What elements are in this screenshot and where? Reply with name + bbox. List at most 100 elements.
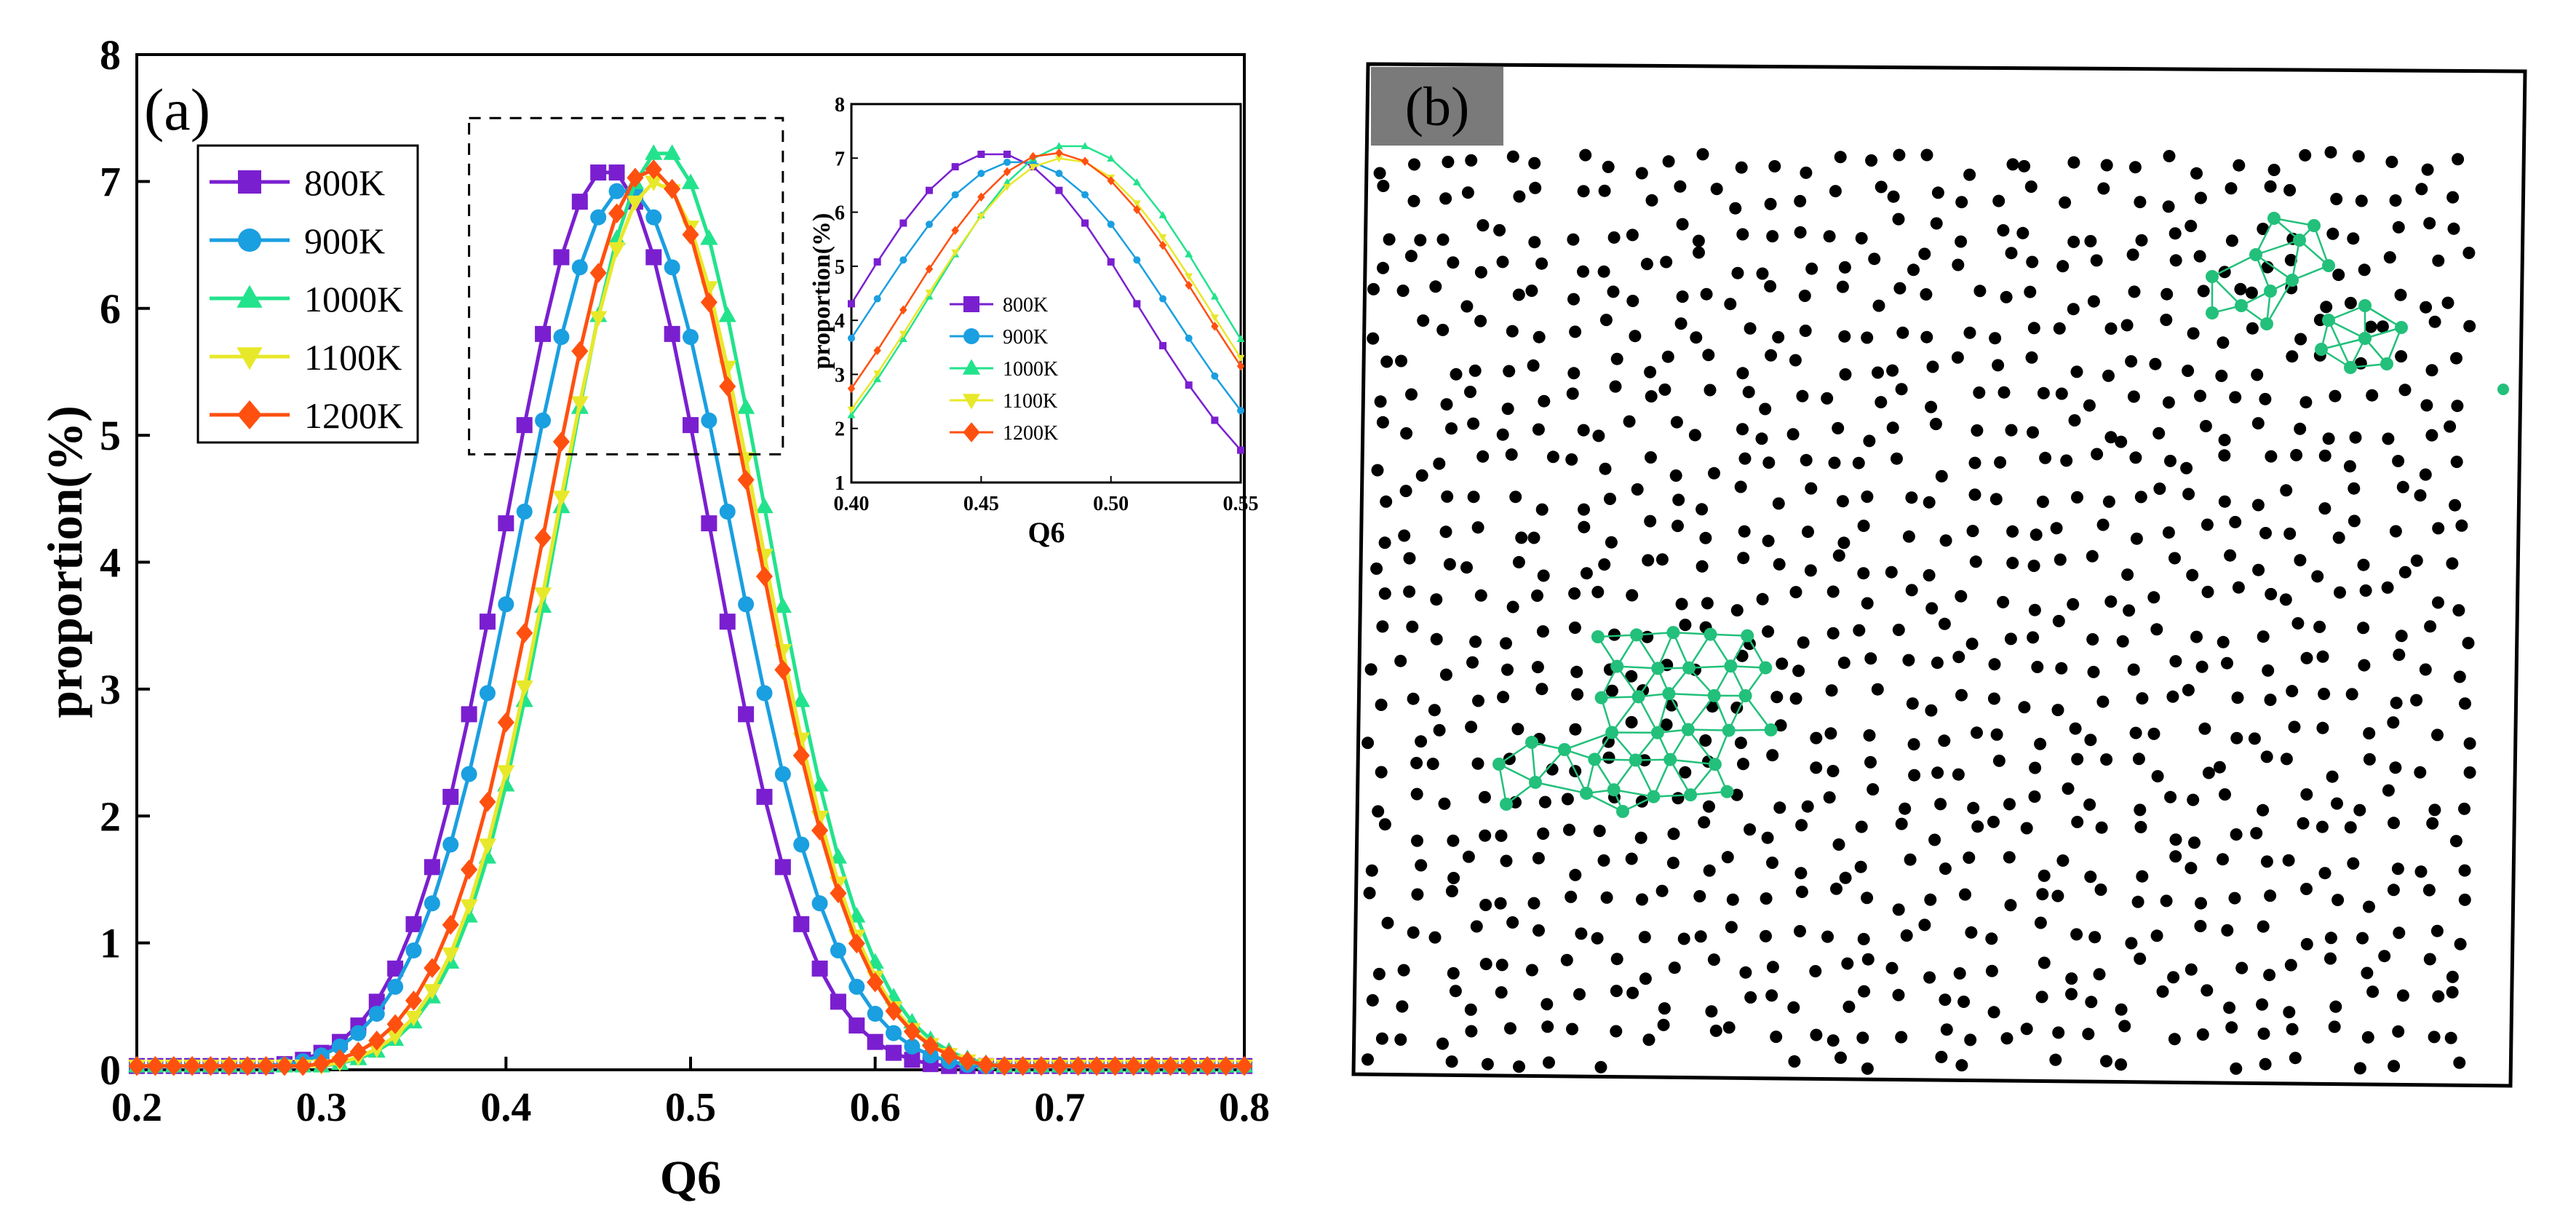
- atom: [1464, 386, 1476, 398]
- atom: [1415, 735, 1428, 748]
- data-point-1200K: [830, 883, 847, 904]
- data-point-1200K: [1125, 1056, 1142, 1076]
- cluster-bond: [1594, 758, 1636, 761]
- atom: [2462, 637, 2475, 650]
- data-point-1200K: [700, 292, 717, 313]
- atom: [2263, 969, 2276, 982]
- atom: [1704, 384, 1717, 397]
- atom: [2393, 926, 2406, 940]
- atom: [1861, 491, 1874, 503]
- atom: [2036, 496, 2049, 508]
- atom: [2004, 899, 2017, 912]
- atom: [1764, 197, 1777, 210]
- inset-data-point-800K: [1107, 258, 1115, 266]
- atom: [1367, 332, 1380, 345]
- atom: [2100, 159, 2113, 172]
- atom: [1439, 192, 1452, 205]
- atom: [1428, 931, 1442, 944]
- atom: [1826, 765, 1840, 777]
- inset-series-line-900K: [850, 161, 1241, 411]
- atom: [1828, 456, 1841, 469]
- atom: [1679, 619, 1692, 632]
- cluster-bond: [1687, 695, 1715, 731]
- cluster-bond: [2255, 239, 2300, 256]
- atom: [1918, 247, 1931, 261]
- atom: [2115, 1003, 2128, 1016]
- cluster-bond: [1530, 742, 1537, 783]
- atom: [1730, 788, 1744, 801]
- data-point-900K: [387, 978, 404, 995]
- inset-data-point-1000K: [1132, 178, 1141, 186]
- atom: [1985, 932, 1998, 945]
- atom: [1795, 886, 1808, 898]
- atom: [2025, 351, 2038, 364]
- atom: [2257, 630, 2270, 643]
- data-point-1200K: [1143, 1056, 1161, 1076]
- atom: [1872, 299, 1885, 312]
- atom: [2031, 661, 2044, 673]
- atom: [2453, 670, 2466, 683]
- atom: [2288, 720, 2301, 734]
- atom: [2030, 528, 2043, 541]
- atom: [1800, 453, 1813, 466]
- atom: [1708, 466, 1720, 480]
- inset-data-point-1200K: [1107, 176, 1115, 186]
- atom: [2034, 916, 2047, 929]
- inset-data-point-1000K: [873, 375, 882, 383]
- data-point-800K: [571, 194, 588, 210]
- atom: [2398, 384, 2412, 397]
- atom: [1923, 496, 1936, 509]
- data-point-1100K: [386, 1029, 405, 1046]
- data-point-1100K: [423, 984, 441, 1000]
- atom: [1445, 422, 1458, 435]
- atom: [1872, 366, 1884, 379]
- atom: [1372, 805, 1385, 818]
- atom: [2232, 581, 2245, 594]
- panel-label-b: (b): [1405, 76, 1470, 138]
- atom: [1365, 864, 1378, 877]
- cluster-bond: [1637, 696, 1659, 734]
- atom: [2194, 389, 2206, 402]
- atom: [2353, 803, 2366, 817]
- atom: [2430, 924, 2444, 937]
- atom: [2264, 180, 2277, 193]
- atom: [2343, 460, 2356, 473]
- atom: [2363, 753, 2376, 766]
- atom: [2182, 488, 2195, 501]
- inset-series-1200K: [847, 148, 1245, 394]
- data-point-1200K: [737, 469, 755, 491]
- atom: [2087, 295, 2100, 308]
- atom: [2390, 696, 2403, 710]
- atom: [2348, 482, 2361, 495]
- atom: [1730, 604, 1744, 617]
- inset-data-point-900K: [899, 256, 907, 264]
- inset-legend-label: 800K: [1003, 294, 1048, 317]
- cluster-atom: [2249, 248, 2262, 261]
- atom: [1908, 769, 1921, 782]
- atom: [1973, 285, 1987, 298]
- data-point-800K: [516, 417, 533, 434]
- cluster-bond: [1613, 788, 1654, 798]
- legend: 800K 900K 1000K 1100K 1200K: [196, 144, 419, 444]
- atom: [2051, 704, 2064, 717]
- atom: [2389, 194, 2402, 207]
- cluster-atom: [1684, 788, 1698, 802]
- atom: [1567, 367, 1581, 380]
- atom: [1989, 493, 2003, 506]
- atom: [1973, 386, 1986, 399]
- data-point-800K: [535, 325, 552, 342]
- atom: [1736, 367, 1749, 380]
- atom: [1832, 421, 1845, 434]
- data-point-1200K: [479, 792, 496, 812]
- atom: [1837, 536, 1850, 549]
- atom: [2410, 554, 2423, 567]
- atom: [2251, 499, 2265, 512]
- atom: [2267, 164, 2281, 176]
- atom: [1795, 819, 1808, 832]
- atom: [2083, 798, 2096, 811]
- data-point-1200K: [128, 1056, 146, 1076]
- atom: [1669, 469, 1682, 482]
- atom: [1537, 569, 1550, 582]
- atom: [1905, 584, 1918, 597]
- panel-b: (b): [1351, 62, 2527, 1088]
